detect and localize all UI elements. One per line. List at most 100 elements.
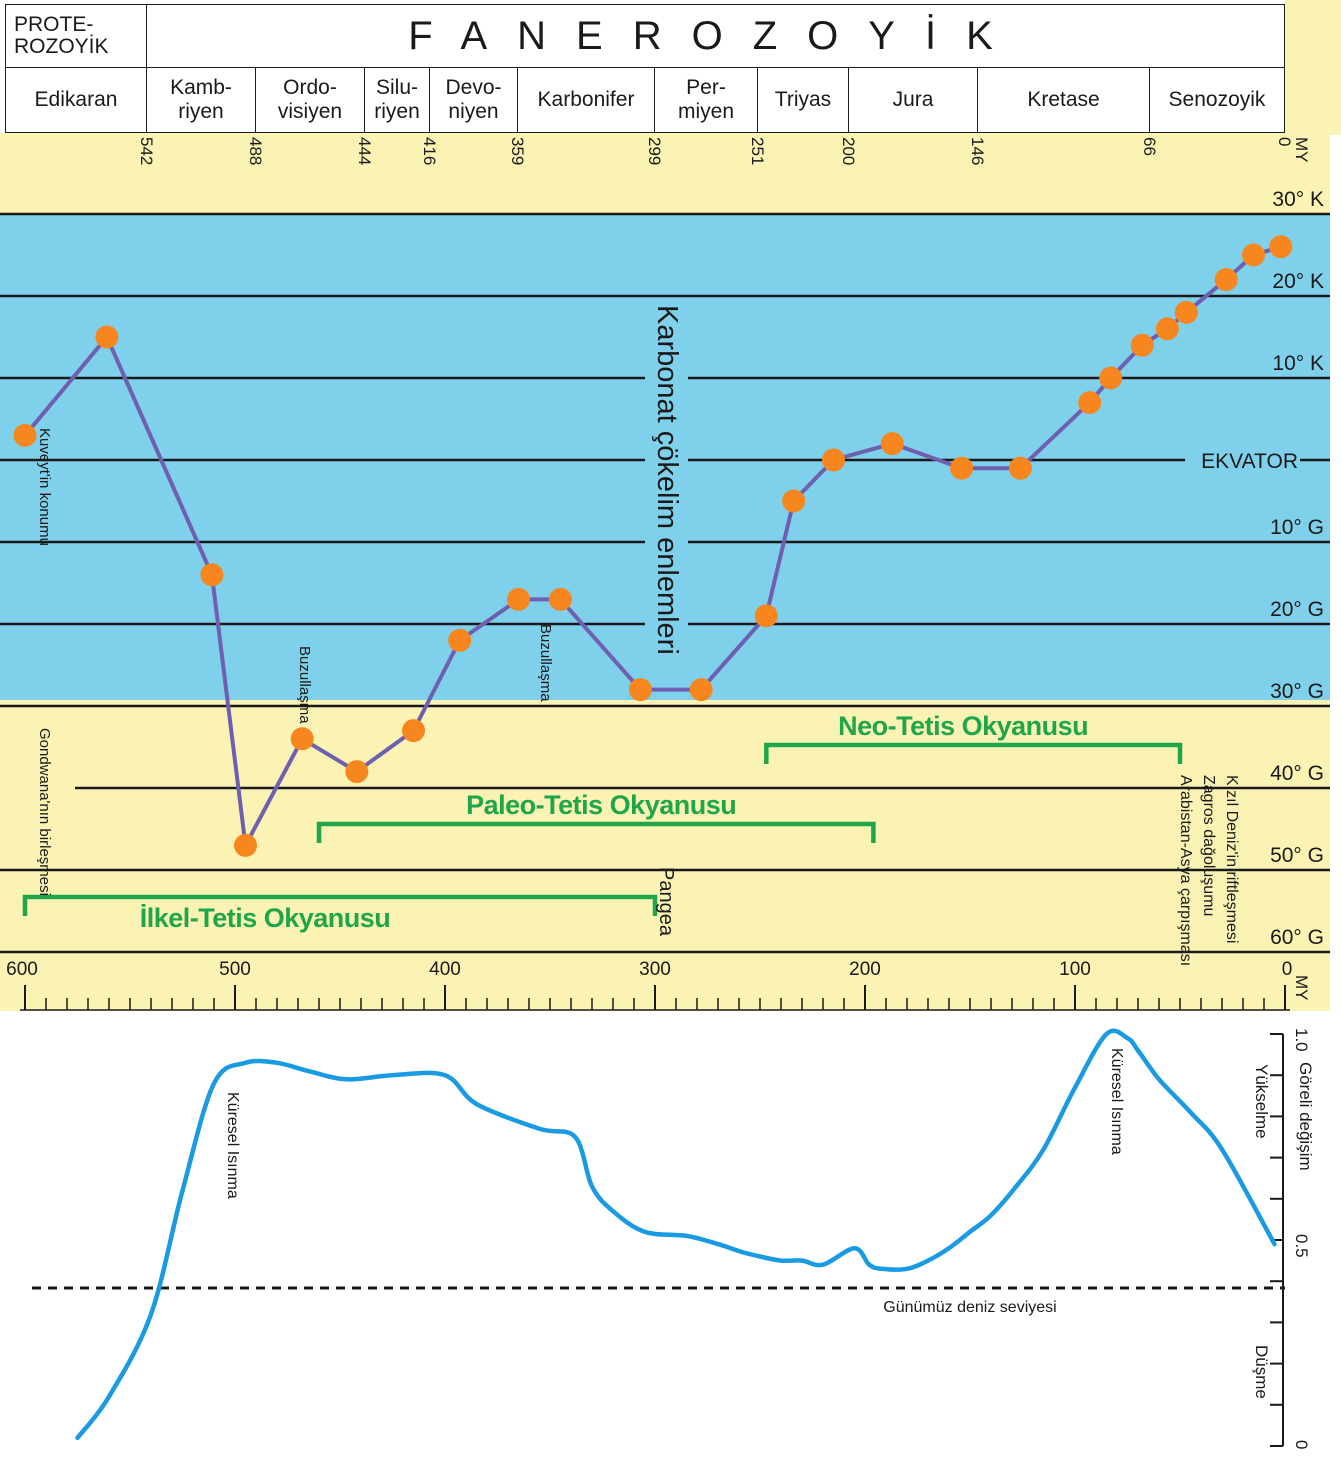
- bottom-axis-label: 400: [429, 959, 461, 980]
- bottom-axis-label: 0: [1282, 959, 1293, 980]
- period-permian: Per- miyen: [654, 67, 758, 133]
- bottom-age-axis: 600 500 400 300 200 100 0: [6, 959, 1293, 1011]
- annotation-kuwait-position: Kuveyt'in konumu: [36, 428, 53, 546]
- latitude-point: [549, 587, 572, 611]
- latitude-point: [13, 423, 37, 447]
- ocean-band-bracket: [316, 821, 876, 843]
- latitude-point: [234, 833, 257, 857]
- latitude-point: [448, 628, 472, 652]
- top-tick-label: 251: [748, 137, 767, 165]
- latitude-gridlines: 30° K 20° K 10° K EKVATOR 10° G 20° G 30° G 40°…: [0, 188, 1330, 954]
- latitude-point: [628, 678, 652, 702]
- latitude-point: [402, 719, 425, 743]
- ocean-band-label: İlkel-Tetis Okyanusu: [140, 903, 391, 933]
- latitude-point: [1214, 268, 1238, 292]
- top-tick-label: 416: [420, 137, 439, 165]
- ocean-band-bracket: [22, 894, 658, 916]
- latitude-point: [1155, 317, 1179, 341]
- annotation-global-warming-2: Küresel Isınma: [1108, 1048, 1125, 1155]
- latitude-label: EKVATOR: [1201, 450, 1298, 473]
- latitude-label: 30° G: [1270, 680, 1324, 703]
- sea-axis-label: 0: [1292, 1440, 1311, 1449]
- latitude-label: 20° G: [1270, 598, 1324, 621]
- annotation-red-sea-rift: Kızıl Deniz'in riftleşmesi: [1223, 775, 1240, 943]
- sea-axis-label: 0.5: [1292, 1234, 1311, 1258]
- latitude-point: [1269, 235, 1293, 259]
- period-silurian: Silu- riyen: [364, 67, 430, 133]
- latitude-label: 30° K: [1272, 188, 1324, 211]
- period-triassic: Triyas: [757, 67, 849, 133]
- latitude-point: [880, 432, 904, 456]
- top-tick-label: 299: [645, 137, 664, 165]
- period-cretaceous: Kretase: [977, 67, 1150, 133]
- annotation-pangea: Pangea: [655, 867, 677, 937]
- latitude-label: 20° K: [1272, 270, 1324, 293]
- latitude-label: 40° G: [1270, 762, 1324, 785]
- period-ediacaran: Edikaran: [5, 67, 147, 133]
- annotation-gondwana: Gondwana'nın birleşmesi: [36, 728, 53, 896]
- top-tick-label: 0: [1275, 137, 1294, 146]
- sea-level-axis: 1.0 0.5 0: [1270, 1028, 1311, 1449]
- latitude-label: 60° G: [1270, 926, 1324, 949]
- sea-rise-label: Yükselme: [1252, 1064, 1271, 1139]
- latitude-point: [200, 563, 224, 587]
- bottom-axis-label: 500: [219, 959, 251, 980]
- eon-proterozoic: PROTE- ROZOYİK: [5, 4, 147, 68]
- latitude-point: [1099, 366, 1123, 390]
- latitude-point: [822, 448, 845, 472]
- top-tick-label: 200: [839, 137, 858, 165]
- top-tick-label: 359: [508, 137, 527, 165]
- top-tick-label: 66: [1140, 137, 1159, 156]
- sea-level-curve: [75, 1028, 1277, 1441]
- sea-fall-label: Düşme: [1252, 1345, 1271, 1399]
- period-jurassic: Jura: [848, 67, 978, 133]
- bottom-axis-label: 200: [849, 959, 881, 980]
- present-sea-level-label: Günümüz deniz seviyesi: [883, 1299, 1056, 1316]
- latitude-point: [1008, 456, 1032, 480]
- annotation-glaciation-2: Buzullaşma: [537, 624, 554, 702]
- sea-axis-label: 1.0: [1292, 1028, 1311, 1052]
- top-tick-label: 146: [968, 137, 987, 165]
- bottom-axis-unit: MY: [1292, 975, 1311, 1001]
- period-cenozoic: Senozoyik: [1149, 67, 1285, 133]
- latitude-point: [950, 456, 974, 480]
- latitude-label: 10° G: [1270, 516, 1324, 539]
- eon-phanerozoic: FANEROZOYİK: [146, 4, 1285, 68]
- latitude-point: [1130, 333, 1154, 357]
- latitude-point: [290, 727, 314, 751]
- top-age-axis: 542 488 444 416 359 299 251 200 146 66 0: [137, 137, 1294, 165]
- top-tick-label: 488: [246, 137, 265, 165]
- latitude-label: 50° G: [1270, 844, 1324, 867]
- top-tick-label: 444: [355, 137, 374, 165]
- period-carboniferous: Karbonifer: [517, 67, 655, 133]
- kuwait-latitude-points: [13, 235, 1293, 857]
- latitude-point: [95, 325, 119, 349]
- ocean-band-bracket: [764, 742, 1183, 764]
- ocean-bands: İlkel-Tetis Okyanusu Paleo-Tetis Okyanusu…: [22, 711, 1183, 933]
- bottom-axis-label: 600: [6, 959, 38, 980]
- ocean-band-label: Neo-Tetis Okyanusu: [838, 711, 1088, 741]
- period-ordovician: Ordo- visiyen: [255, 67, 365, 133]
- top-axis-unit: MY: [1292, 137, 1311, 163]
- annotation-global-warming-1: Küresel Isınma: [224, 1092, 241, 1199]
- sea-ylabel: Göreli değişim: [1296, 1062, 1315, 1171]
- ocean-band-label: Paleo-Tetis Okyanusu: [466, 790, 736, 820]
- bottom-axis-label: 300: [639, 959, 671, 980]
- annotation-zagros: Zagros dağoluşumu: [1200, 775, 1217, 916]
- geologic-time-header: PROTE- ROZOYİK FANEROZOYİK Edikaran Kamb…: [0, 0, 1290, 135]
- annotation-glaciation-1: Buzullaşma: [296, 646, 313, 724]
- latitude-point: [507, 587, 530, 611]
- carbonate-title: Karbonat çökelim enlemleri: [651, 305, 683, 655]
- latitude-point: [345, 760, 369, 784]
- period-devonian: Devo- niyen: [429, 67, 518, 133]
- latitude-point: [689, 678, 713, 702]
- annotation-arabia-asia: Arabistan-Asya çarpışması: [1177, 775, 1194, 966]
- latitude-point: [1078, 391, 1102, 415]
- latitude-label: 10° K: [1272, 352, 1324, 375]
- bottom-axis-label: 100: [1059, 959, 1091, 980]
- latitude-point: [1242, 243, 1265, 267]
- latitude-point: [754, 604, 778, 628]
- background-right-strip: [1285, 0, 1341, 135]
- top-tick-label: 542: [137, 137, 156, 165]
